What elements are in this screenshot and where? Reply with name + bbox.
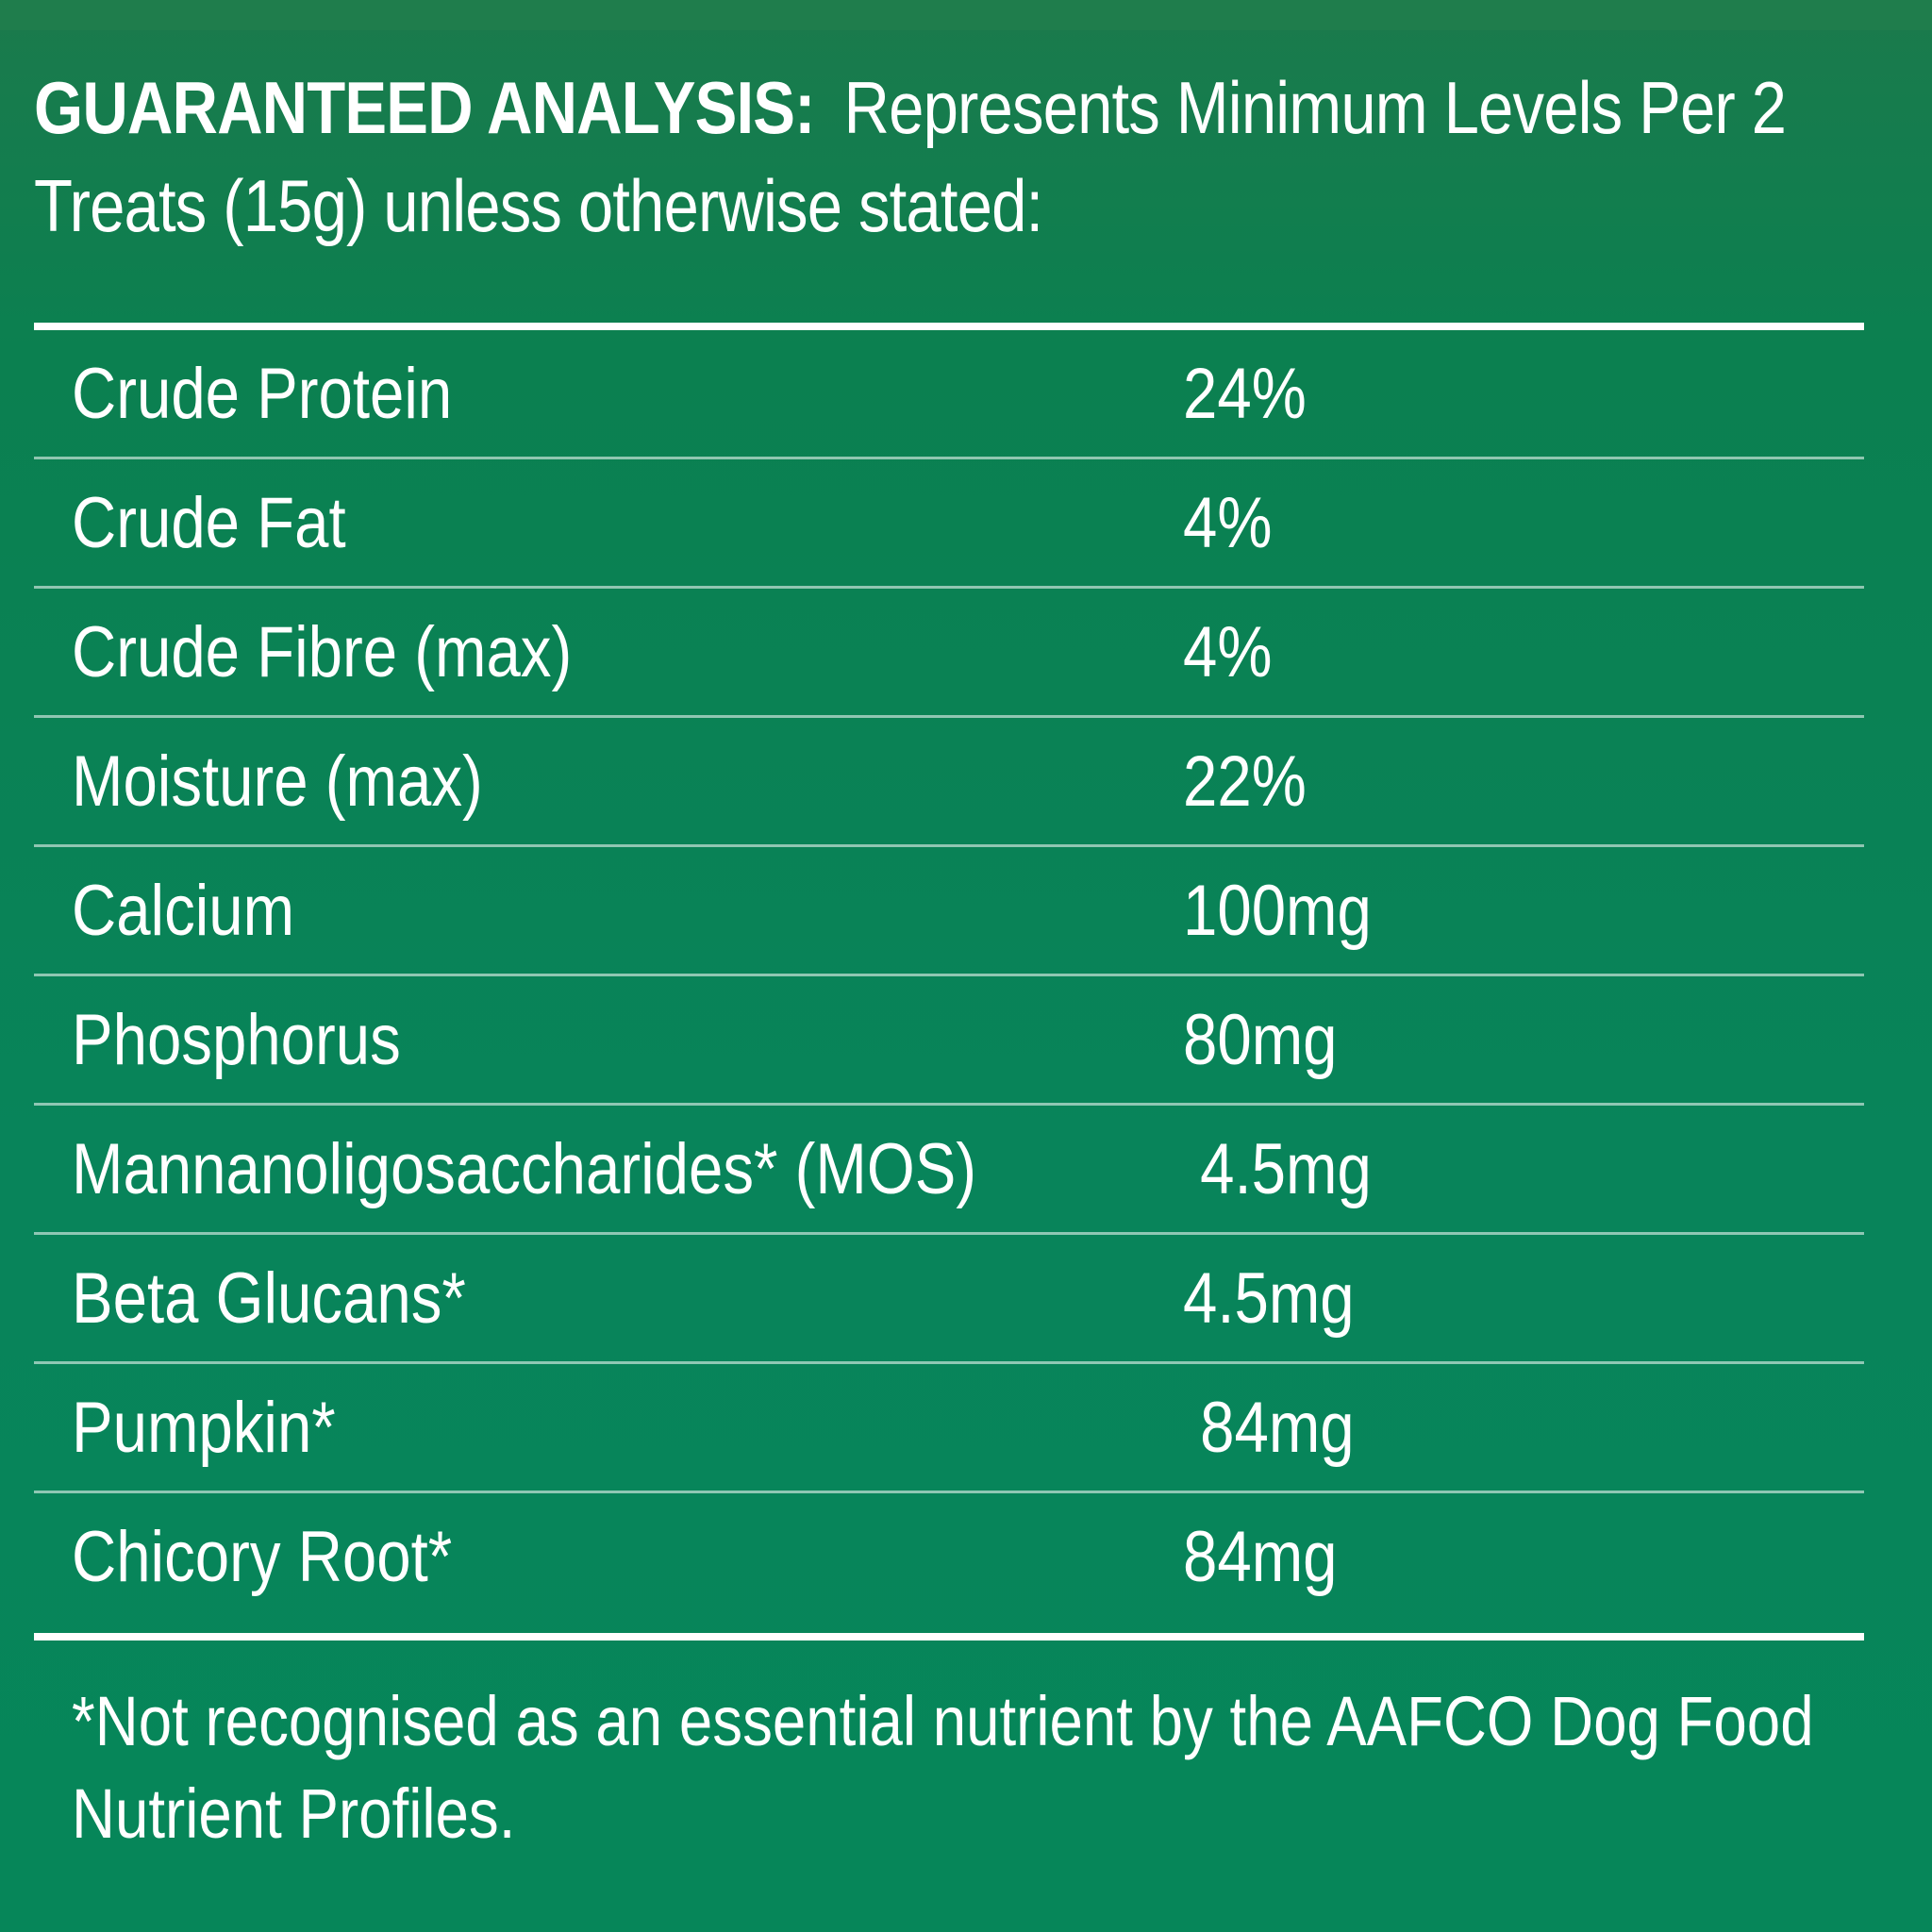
nutrient-value: 22% xyxy=(1183,741,1307,822)
nutrient-label: Calcium xyxy=(72,871,295,951)
analysis-table: Crude Protein 24% Crude Fat 4% Crude Fib… xyxy=(34,330,1864,1623)
table-row: Crude Fibre (max) 4% xyxy=(34,589,1864,718)
nutrient-value: 24% xyxy=(1183,354,1307,434)
header-subtitle: Represents Minimum Levels Per 2 xyxy=(843,66,1787,149)
nutrient-label: Pumpkin* xyxy=(72,1388,336,1468)
top-band xyxy=(0,0,1932,30)
nutrient-label: Beta Glucans* xyxy=(72,1258,466,1339)
nutrient-label: Crude Protein xyxy=(72,354,453,434)
table-row: Chicory Root* 84mg xyxy=(34,1493,1864,1623)
table-bottom-rule xyxy=(34,1633,1864,1641)
footnote-line-2: Nutrient Profiles. xyxy=(72,1774,516,1853)
nutrient-value: 84mg xyxy=(1183,1517,1338,1597)
analysis-header: GUARANTEED ANALYSIS: Represents Minimum L… xyxy=(34,58,1900,255)
table-row: Pumpkin* 84mg xyxy=(34,1364,1864,1493)
nutrient-label: Chicory Root* xyxy=(72,1517,453,1597)
nutrient-value: 4% xyxy=(1183,612,1273,692)
nutrient-label: Crude Fibre (max) xyxy=(72,612,573,692)
nutrient-value: 84mg xyxy=(1183,1388,1355,1468)
table-row: Phosphorus 80mg xyxy=(34,976,1864,1106)
header-line-1: GUARANTEED ANALYSIS: Represents Minimum L… xyxy=(34,58,1900,157)
nutrient-value: 4.5mg xyxy=(1183,1258,1355,1339)
analysis-title: GUARANTEED ANALYSIS: xyxy=(34,66,815,149)
table-row: Mannanoligosaccharides* (MOS) 4.5mg xyxy=(34,1106,1864,1235)
footnote-line-1: *Not recognised as an essential nutrient… xyxy=(72,1682,1814,1760)
header-line-2: Treats (15g) unless otherwise stated: xyxy=(34,164,1043,247)
table-row: Beta Glucans* 4.5mg xyxy=(34,1235,1864,1364)
nutrient-value: 4.5mg xyxy=(1183,1129,1372,1209)
nutrient-value: 4% xyxy=(1183,483,1273,563)
table-top-rule xyxy=(34,323,1864,330)
nutrient-label: Mannanoligosaccharides* (MOS) xyxy=(72,1129,977,1209)
nutrient-value: 100mg xyxy=(1183,871,1372,951)
nutrient-label: Phosphorus xyxy=(72,1000,401,1080)
nutrient-value: 80mg xyxy=(1183,1000,1338,1080)
footnote: *Not recognised as an essential nutrient… xyxy=(72,1675,1857,1860)
nutrient-label: Moisture (max) xyxy=(72,741,483,822)
table-row: Crude Protein 24% xyxy=(34,330,1864,459)
table-row: Moisture (max) 22% xyxy=(34,718,1864,847)
table-row: Crude Fat 4% xyxy=(34,459,1864,589)
nutrient-label: Crude Fat xyxy=(72,483,346,563)
table-row: Calcium 100mg xyxy=(34,847,1864,976)
